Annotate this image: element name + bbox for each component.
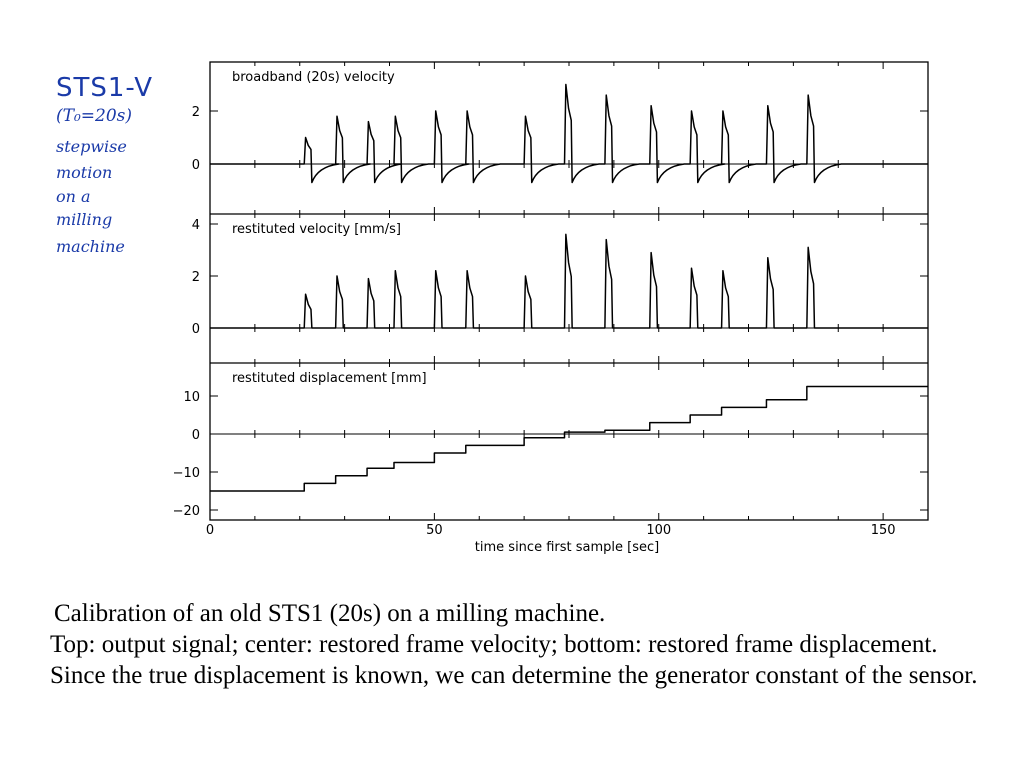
handwritten-period: (T₀=20s)	[56, 106, 133, 126]
y-tick-label: 2	[192, 105, 200, 120]
panel-title: restituted velocity [mm/s]	[232, 222, 401, 237]
handwritten-line-3: stepwise	[56, 137, 127, 156]
handwritten-line-6: milling	[56, 210, 113, 229]
y-tick-label: 10	[183, 390, 200, 405]
panel-title: restituted displacement [mm]	[232, 371, 427, 386]
plot-frame	[209, 61, 929, 521]
y-tick-label: 2	[192, 270, 200, 285]
data-series-line	[210, 385, 928, 492]
y-tick-label: 0	[192, 428, 200, 443]
panel-title: broadband (20s) velocity	[232, 70, 395, 85]
x-axis-title: time since first sample [sec]	[475, 540, 659, 555]
x-tick-label: 100	[646, 523, 671, 538]
x-tick-label: 0	[206, 523, 214, 538]
data-series-line	[210, 233, 928, 329]
x-tick-label: 50	[426, 523, 443, 538]
y-tick-label: 0	[192, 158, 200, 173]
caption-line-2: Top: output signal; center: restored fra…	[50, 631, 978, 689]
handwritten-line-7: machine	[56, 237, 125, 256]
y-tick-label: 4	[192, 218, 200, 233]
figure-caption: Calibration of an old STS1 (20s) on a mi…	[50, 598, 990, 691]
handwritten-line-4: motion	[56, 163, 113, 182]
panel-2: restituted velocity [mm/s] 0 2 4	[192, 214, 929, 363]
panel-1: broadband (20s) velocity 0 2	[192, 62, 929, 214]
y-tick-label: −10	[173, 466, 200, 481]
handwritten-line-5: on a	[56, 187, 91, 206]
plot-border	[209, 61, 929, 521]
y-tick-label: −20	[173, 504, 200, 519]
y-tick-label: 0	[192, 322, 200, 337]
caption-line-1: Calibration of an old STS1 (20s) on a mi…	[54, 600, 606, 627]
handwritten-sensor-name: STS1-V	[56, 73, 154, 103]
x-tick-label: 150	[871, 523, 896, 538]
